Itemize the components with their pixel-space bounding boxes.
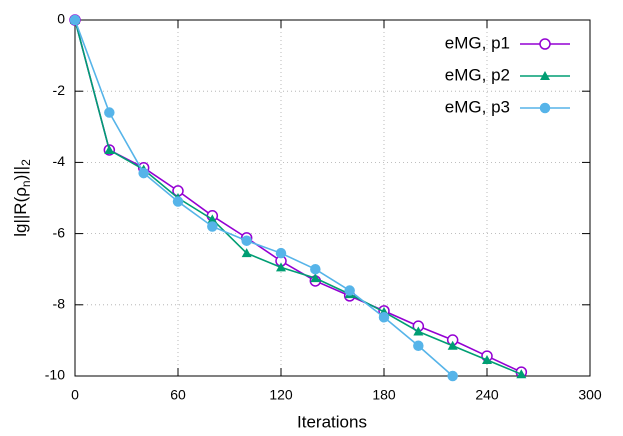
y-tick-label: -4	[53, 153, 66, 169]
point	[104, 144, 115, 154]
series-line	[74, 19, 522, 373]
point	[241, 248, 252, 258]
point	[447, 370, 458, 382]
x-tick-label: 180	[372, 387, 396, 403]
y-tick-label: -8	[53, 296, 66, 312]
y-label-sub: 2	[19, 159, 33, 166]
series-line	[74, 19, 522, 375]
point	[172, 196, 184, 207]
point	[275, 247, 287, 259]
series-line	[74, 19, 454, 377]
point	[413, 326, 424, 336]
point	[310, 263, 321, 275]
point	[69, 14, 81, 26]
x-tick-label: 120	[269, 387, 293, 403]
y-label-part: lg||R(ρ	[11, 187, 30, 237]
x-tick-label: 0	[71, 387, 79, 403]
point	[276, 262, 286, 272]
point	[104, 107, 115, 118]
x-tick-label: 240	[475, 387, 499, 403]
plot-frame	[74, 19, 591, 377]
y-tick-label: -10	[45, 367, 65, 383]
point	[344, 285, 355, 296]
legend-label: eMG, p3	[445, 97, 510, 116]
legend-marker	[539, 102, 551, 114]
x-axis-label: Iterations	[297, 412, 367, 431]
point	[447, 340, 458, 350]
point	[241, 235, 252, 246]
point	[516, 369, 527, 379]
x-tick-label: 300	[578, 387, 602, 403]
point	[138, 167, 149, 179]
y-label-sub: n	[19, 180, 33, 187]
legend-marker	[539, 38, 551, 50]
point	[207, 214, 218, 224]
y-tick-label: -2	[53, 82, 66, 98]
point	[413, 340, 424, 351]
point	[207, 221, 218, 232]
point	[482, 354, 492, 364]
legend-label: eMG, p1	[445, 33, 510, 52]
point	[310, 273, 321, 283]
legend-marker	[540, 71, 550, 80]
x-tick-label: 60	[170, 387, 186, 403]
y-label-part: )||	[11, 166, 30, 181]
point	[378, 312, 390, 323]
y-axis-label: lg||R(ρn)||2	[11, 159, 33, 237]
y-tick-label: -6	[53, 224, 66, 240]
y-tick-label: 0	[57, 11, 65, 27]
legend-label: eMG, p2	[445, 65, 510, 84]
